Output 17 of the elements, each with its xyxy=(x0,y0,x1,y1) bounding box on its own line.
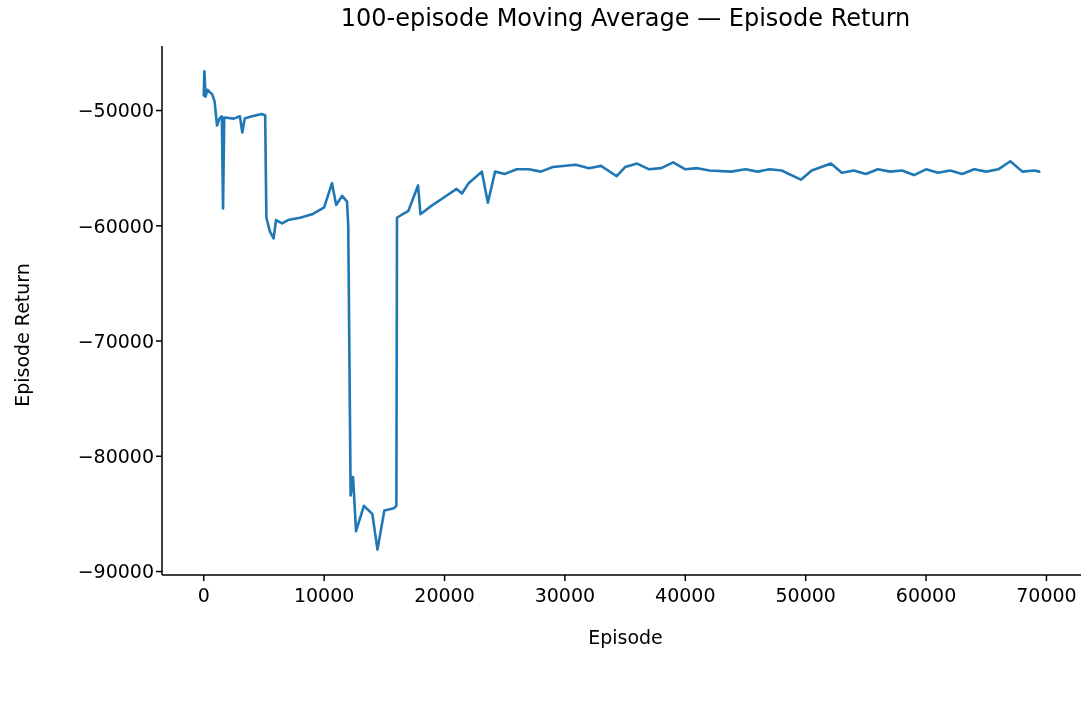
x-tick-label: 50000 xyxy=(775,584,836,607)
x-tick-label: 70000 xyxy=(1016,584,1077,607)
x-tick-label: 30000 xyxy=(534,584,596,607)
x-tick-label: 10000 xyxy=(293,584,355,607)
y-tick-label: −80000 xyxy=(77,445,154,468)
line-series xyxy=(202,70,1041,551)
x-tick-label: 60000 xyxy=(895,584,957,607)
y-axis-title: Episode Return xyxy=(11,263,33,407)
y-tick-label: −50000 xyxy=(77,99,154,122)
y-tick-label: −70000 xyxy=(77,329,154,352)
chart-title: 100-episode Moving Average — Episode Return xyxy=(339,4,912,32)
x-tick-label: 0 xyxy=(197,584,210,607)
x-axis-title: Episode xyxy=(587,626,664,648)
y-tick-label: −90000 xyxy=(77,560,154,583)
x-tick-label: 40000 xyxy=(655,584,716,607)
x-tick-label: 20000 xyxy=(414,584,475,607)
y-tick-label: −60000 xyxy=(77,214,154,237)
